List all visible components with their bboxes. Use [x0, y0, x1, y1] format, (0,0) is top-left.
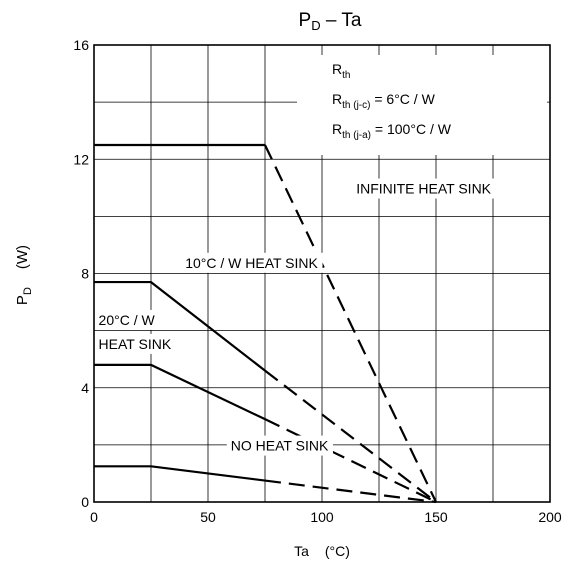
y-tick-label: 4 — [81, 380, 89, 396]
y-axis-label: PD(W) — [14, 245, 34, 305]
x-axis-label: Ta (°C) — [294, 543, 350, 559]
series-label-bg — [94, 333, 176, 354]
y-tick-label: 0 — [81, 494, 89, 510]
series-label-bg — [352, 178, 496, 199]
series-label-bg — [181, 252, 323, 273]
chart-title: PD – Ta — [299, 10, 362, 33]
chart-title-rest: – Ta — [321, 10, 362, 31]
rth-jc-annotation: Rth (j-c) = 6°C / W — [332, 91, 436, 111]
y-tick-label: 16 — [73, 37, 89, 53]
series-label: INFINITE HEAT SINK — [356, 181, 491, 197]
rth-ja-annotation: Rth (j-a) = 100°C / W — [332, 121, 452, 141]
series-layer — [94, 143, 437, 504]
series-line-dashed — [264, 479, 437, 504]
series-label: 20°C / W — [99, 312, 156, 328]
label-layer: INFINITE HEAT SINK 10°C / W HEAT SINK 20°C… — [94, 178, 496, 456]
series-line-dashed — [264, 144, 437, 503]
y-tick-label: 8 — [81, 266, 89, 282]
plot-frame — [93, 44, 551, 503]
rth-annotation: Rth — [332, 61, 350, 81]
y-axis-label-subscript: D — [22, 287, 34, 295]
series-line-solid — [94, 280, 266, 372]
series-line-dashed — [264, 418, 437, 503]
x-tick-label: 100 — [310, 509, 334, 525]
series-label-bg — [94, 309, 160, 330]
series-line-dashed — [264, 369, 437, 503]
axis-layer: 0 50 100 150 200 0 4 8 12 16 — [73, 37, 561, 525]
x-tick-label: 0 — [90, 509, 98, 525]
x-tick-label: 150 — [424, 509, 448, 525]
series-label: NO HEAT SINK — [231, 438, 329, 454]
x-tick-label: 50 — [200, 509, 216, 525]
series-label: HEAT SINK — [99, 336, 172, 352]
series-label-bg — [226, 435, 333, 456]
y-tick-label: 12 — [73, 151, 89, 167]
series-line-solid — [94, 363, 266, 421]
y-axis-unit: (W) — [14, 245, 31, 269]
chart-title-subscript: D — [311, 18, 320, 33]
x-axis-unit: (°C) — [325, 543, 350, 559]
x-tick-label: 200 — [538, 509, 562, 525]
series-line-solid — [94, 465, 266, 482]
series-label: 10°C / W HEAT SINK — [185, 255, 318, 271]
rth-annotation-bg — [297, 55, 547, 155]
